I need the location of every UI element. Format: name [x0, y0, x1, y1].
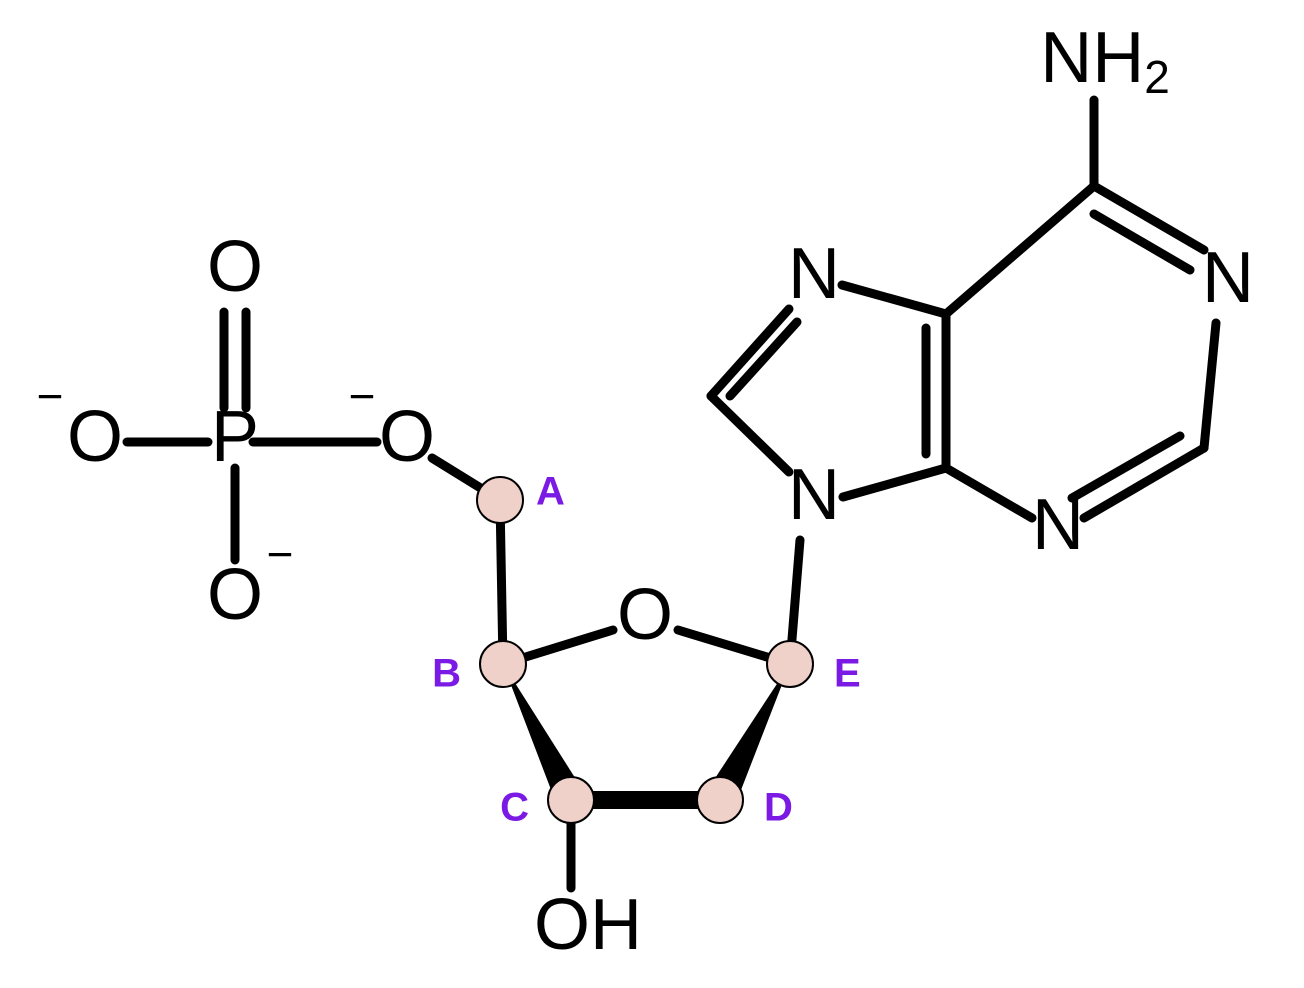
- bond-C4_N3: [946, 468, 1032, 518]
- atom-label-N3: N: [1032, 485, 1084, 565]
- bond-N1_C6b: [1094, 214, 1190, 270]
- wedge-bonds-group: [503, 664, 790, 808]
- atom-label-O_right: O: [379, 397, 435, 477]
- atom-label-NH2-sub: 2: [1144, 51, 1170, 103]
- charge-O_right_minus: −: [349, 370, 376, 422]
- bond-C8_N7a: [711, 309, 789, 396]
- atom-label-P: P: [211, 397, 259, 477]
- marker-label-B: B: [432, 652, 461, 696]
- atom-labels-group: POOOOOOHNNNNNH2: [67, 18, 1254, 965]
- atom-label-O_left: O: [67, 397, 123, 477]
- bond-C4_N9: [843, 468, 946, 497]
- marker-circle-A: [477, 477, 523, 523]
- charge-O_left_minus: −: [37, 370, 64, 422]
- marker-circle-B: [480, 641, 526, 687]
- atom-label-N1: N: [1202, 238, 1254, 318]
- atom-label-N9: N: [788, 455, 840, 535]
- bond-N9_C8a: [711, 396, 789, 472]
- marker-circle-D: [697, 777, 743, 823]
- marker-label-C: C: [500, 786, 529, 830]
- atom-label-O_ring: O: [617, 575, 673, 655]
- marker-circle-C: [548, 777, 594, 823]
- charge-O_bottom_minus: −: [267, 528, 294, 580]
- atom-label-O_top: O: [207, 227, 263, 307]
- atom-label-NH2: NH2: [1040, 18, 1170, 103]
- bond-N1_C6a: [1094, 186, 1204, 250]
- atom-label-O_bottom: O: [207, 555, 263, 635]
- atom-label-OH: OH: [534, 885, 642, 965]
- bond-A_B: [500, 500, 503, 664]
- marker-label-D: D: [764, 786, 793, 830]
- marker-label-A: A: [536, 470, 565, 514]
- bond-N7_C5: [842, 285, 946, 314]
- bond-C2_N1: [1204, 323, 1216, 448]
- marker-label-E: E: [834, 652, 861, 696]
- marker-circle-E: [767, 641, 813, 687]
- bond-C6_C5: [946, 186, 1094, 314]
- atom-label-N7: N: [788, 234, 840, 314]
- molecule-diagram: ABCDEPOOOOOOHNNNNNH2−−−: [0, 0, 1304, 988]
